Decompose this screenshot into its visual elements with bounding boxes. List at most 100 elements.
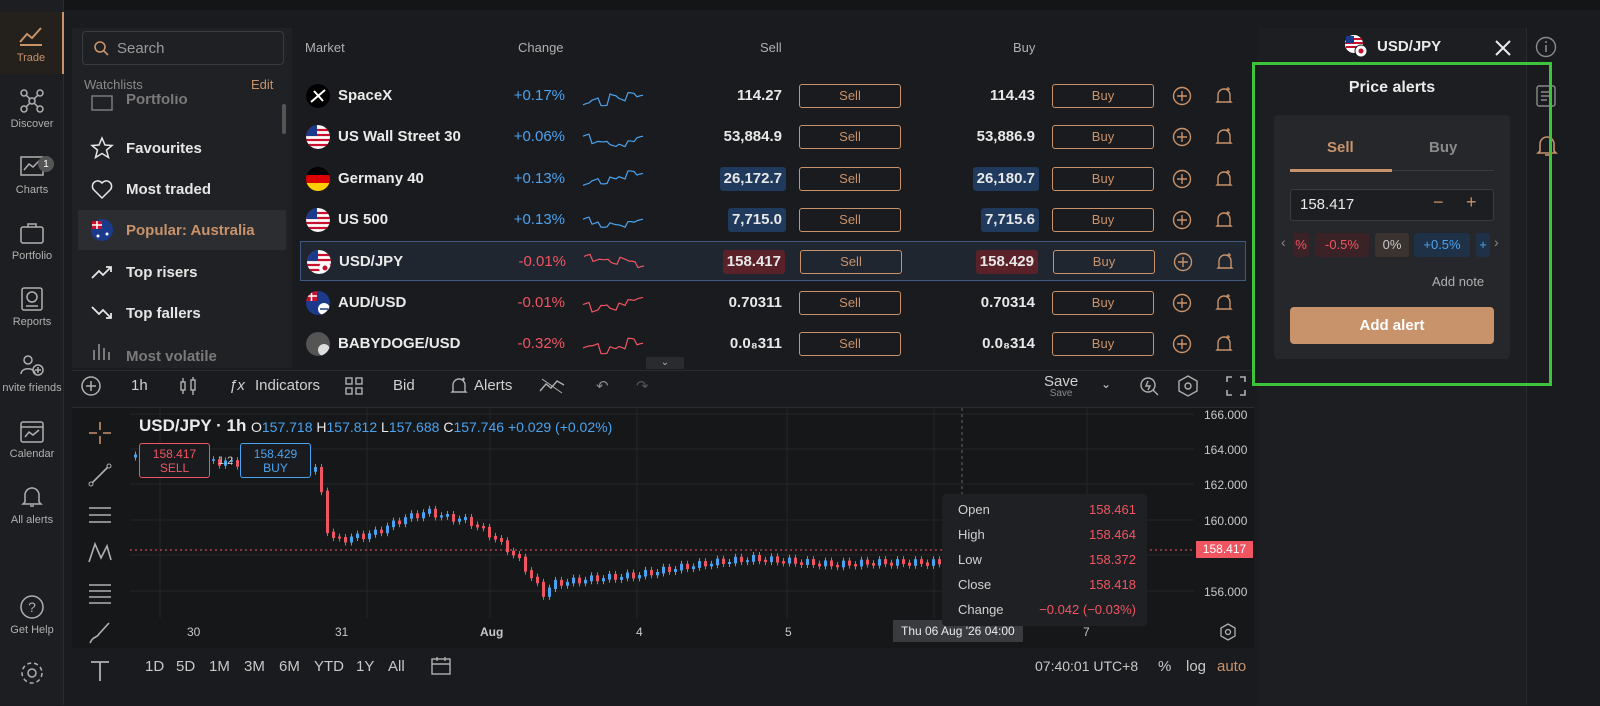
set-alert-icon[interactable] xyxy=(1214,169,1234,189)
set-alert-icon[interactable] xyxy=(1214,334,1234,354)
chevron-left-icon[interactable]: ‹ xyxy=(1281,234,1286,250)
fullscreen-icon[interactable] xyxy=(1226,376,1246,396)
nav-portfolio[interactable]: Portfolio xyxy=(0,210,64,272)
add-to-watchlist-icon[interactable] xyxy=(1172,334,1192,354)
chip-plus-half[interactable]: +0.5% xyxy=(1414,233,1470,257)
chip-minus-more[interactable]: % xyxy=(1293,233,1309,257)
nav-get-help[interactable]: ? Get Help xyxy=(0,584,64,646)
alert-clock-icon[interactable] xyxy=(449,376,469,396)
auto-scale-toggle[interactable]: auto xyxy=(1217,658,1247,675)
add-to-watchlist-icon[interactable] xyxy=(1172,210,1192,230)
watchlist-item-favourites[interactable]: Favourites xyxy=(78,128,286,168)
table-row[interactable]: USD/JPY -0.01% 158.417 Sell 158.429 Buy xyxy=(300,241,1246,282)
edit-watchlists-link[interactable]: Edit xyxy=(251,77,274,92)
watchlist-item-top-fallers[interactable]: Top fallers xyxy=(78,293,286,333)
set-alert-icon[interactable] xyxy=(1214,127,1234,147)
column-header-buy[interactable]: Buy xyxy=(1013,40,1036,55)
watchlist-item-most-traded[interactable]: Most traded xyxy=(78,169,286,209)
table-row[interactable]: Germany 40 +0.13% 26,172.7 Sell 26,180.7 Buy xyxy=(300,159,1246,199)
range-3m[interactable]: 3M xyxy=(244,658,265,675)
add-to-watchlist-icon[interactable] xyxy=(1172,293,1192,313)
nav-discover[interactable]: Discover xyxy=(0,78,64,140)
range-1d[interactable]: 1D xyxy=(145,658,165,675)
column-header-change[interactable]: Change xyxy=(518,40,564,55)
collapse-table-handle[interactable]: ⌄ xyxy=(646,357,684,369)
add-note-link[interactable]: Add note xyxy=(1432,274,1485,289)
chart-sell-button[interactable]: 158.417 SELL xyxy=(139,443,210,478)
close-icon[interactable] xyxy=(1493,38,1513,58)
crosshair-icon[interactable] xyxy=(87,420,113,446)
range-1y[interactable]: 1Y xyxy=(356,658,375,675)
buy-button[interactable]: Buy xyxy=(1053,250,1155,275)
layouts-icon[interactable] xyxy=(344,376,364,396)
buy-button[interactable]: Buy xyxy=(1052,331,1154,356)
table-row[interactable]: AUD/USD -0.01% 0.70311 Sell 0.70314 Buy xyxy=(300,283,1246,323)
save-button[interactable]: Save Save xyxy=(1044,373,1078,399)
add-icon[interactable] xyxy=(80,375,102,397)
chip-plus-more[interactable]: + xyxy=(1476,233,1490,257)
trend-line-icon[interactable] xyxy=(87,462,113,488)
set-alert-icon[interactable] xyxy=(1214,86,1234,106)
table-row[interactable]: BABYDOGE/USD -0.32% 0.0₈311 Sell 0.0₈314 Buy xyxy=(300,324,1246,364)
fib-icon[interactable] xyxy=(87,580,113,606)
add-alert-button[interactable]: Add alert xyxy=(1290,307,1494,344)
chevron-right-icon[interactable]: › xyxy=(1494,234,1499,250)
range-ytd[interactable]: YTD xyxy=(314,658,344,675)
add-to-watchlist-icon[interactable] xyxy=(1173,252,1193,272)
undo-icon[interactable]: ↶ xyxy=(596,378,609,395)
buy-button[interactable]: Buy xyxy=(1052,166,1154,191)
nav-reports[interactable]: Reports xyxy=(0,276,64,338)
brush-icon[interactable] xyxy=(87,620,113,646)
watchlist-item-most-volatile[interactable]: Most volatile xyxy=(78,338,286,362)
watchlist-item-top-risers[interactable]: Top risers xyxy=(78,252,286,292)
sell-button[interactable]: Sell xyxy=(799,290,901,315)
nav-calendar[interactable]: Calendar xyxy=(0,408,64,470)
watchlist-item-portfolio[interactable]: Portfolio xyxy=(78,94,286,118)
nav-invite-friends[interactable]: nvite friends xyxy=(0,342,64,404)
nav-all-alerts[interactable]: All alerts xyxy=(0,474,64,536)
percent-scale-toggle[interactable]: % xyxy=(1158,658,1172,675)
date-range-icon[interactable] xyxy=(430,656,452,676)
increment-button[interactable]: + xyxy=(1466,192,1477,212)
nav-charts[interactable]: Charts 1 xyxy=(0,144,64,206)
table-row[interactable]: SpaceX +0.17% 114.27 Sell 114.43 Buy xyxy=(300,76,1246,116)
range-1m[interactable]: 1M xyxy=(209,658,230,675)
info-icon[interactable] xyxy=(1535,36,1557,58)
column-header-market[interactable]: Market xyxy=(305,40,345,55)
sell-button[interactable]: Sell xyxy=(799,331,901,356)
buy-button[interactable]: Buy xyxy=(1052,125,1154,150)
add-to-watchlist-icon[interactable] xyxy=(1172,169,1192,189)
range-6m[interactable]: 6M xyxy=(279,658,300,675)
quick-search-icon[interactable] xyxy=(1138,375,1160,397)
range-5d[interactable]: 5D xyxy=(176,658,196,675)
range-all[interactable]: All xyxy=(388,658,405,675)
replay-icon[interactable] xyxy=(539,376,565,396)
fx-icon[interactable]: ƒx xyxy=(229,377,245,394)
set-alert-icon[interactable] xyxy=(1214,293,1234,313)
chip-zero[interactable]: 0% xyxy=(1375,233,1409,257)
set-alert-icon[interactable] xyxy=(1214,210,1234,230)
sell-button[interactable]: Sell xyxy=(800,250,902,275)
log-scale-toggle[interactable]: log xyxy=(1186,658,1207,675)
chevron-down-icon[interactable]: ⌄ xyxy=(1101,377,1112,391)
redo-icon[interactable]: ↷ xyxy=(636,378,649,395)
table-row[interactable]: US 500 +0.13% 7,715.0 Sell 7,715.6 Buy xyxy=(300,200,1246,240)
alert-price-input[interactable]: 158.417 xyxy=(1290,189,1494,221)
sell-button[interactable]: Sell xyxy=(799,207,901,232)
indicators-button[interactable]: Indicators xyxy=(255,377,321,394)
candles-icon[interactable] xyxy=(178,376,198,396)
set-alert-icon[interactable] xyxy=(1215,252,1235,272)
alerts-button[interactable]: Alerts xyxy=(474,377,513,394)
bid-button[interactable]: Bid xyxy=(393,377,415,394)
add-to-watchlist-icon[interactable] xyxy=(1172,86,1192,106)
sell-button[interactable]: Sell xyxy=(799,84,901,108)
pattern-icon[interactable] xyxy=(87,540,113,566)
sell-button[interactable]: Sell xyxy=(799,125,901,150)
sell-button[interactable]: Sell xyxy=(799,166,901,191)
interval-button[interactable]: 1h xyxy=(131,377,148,394)
buy-button[interactable]: Buy xyxy=(1052,84,1154,108)
search-input[interactable]: Search xyxy=(82,31,284,65)
add-to-watchlist-icon[interactable] xyxy=(1172,127,1192,147)
chart-buy-button[interactable]: 158.429 BUY xyxy=(240,443,311,478)
tab-buy[interactable]: Buy xyxy=(1429,139,1458,156)
